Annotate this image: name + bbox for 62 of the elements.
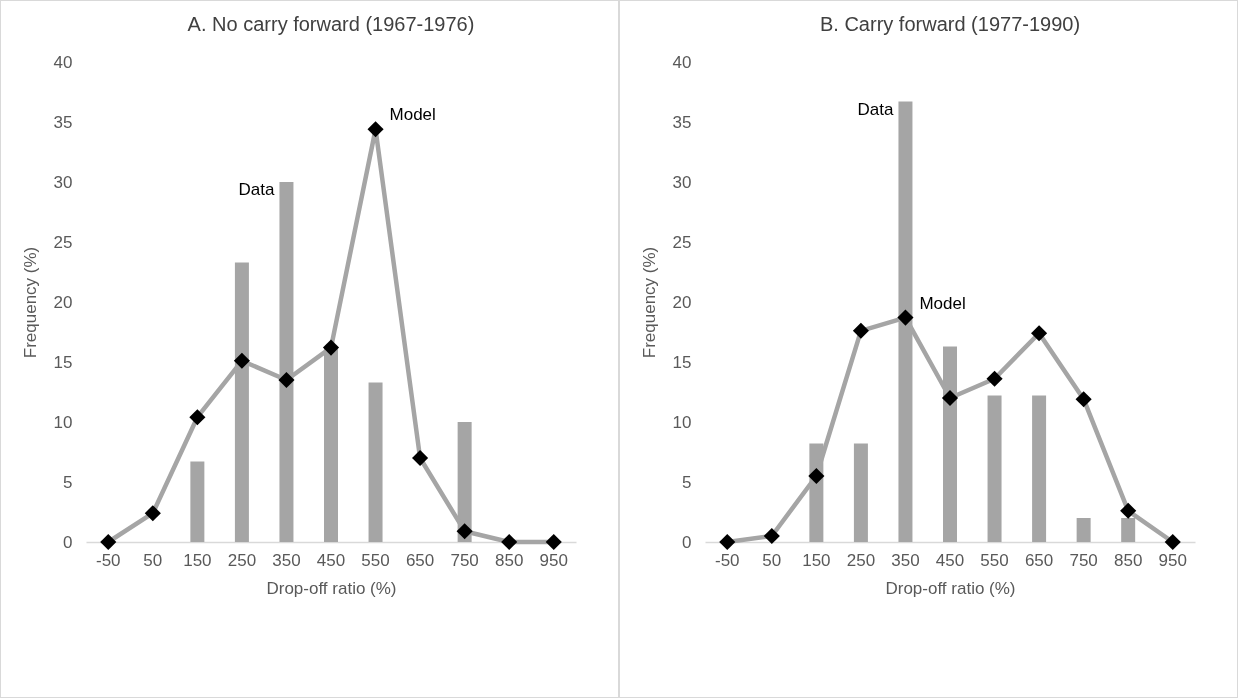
x-tick-label: 350	[272, 550, 301, 570]
y-tick-label: 10	[53, 412, 73, 432]
chart-title: A. No carry forward (1967-1976)	[187, 13, 475, 35]
x-tick-label: 750	[450, 550, 479, 570]
x-tick-label: 250	[846, 550, 876, 570]
bar	[457, 422, 472, 542]
bar	[853, 443, 868, 542]
x-tick-label: 950	[1158, 550, 1187, 570]
x-axis-title: Drop-off ratio (%)	[266, 578, 397, 598]
x-tick-label: 450	[935, 550, 965, 570]
bar	[1032, 395, 1047, 542]
y-axis-title: Frequency (%)	[20, 246, 40, 359]
x-tick-label: 650	[1024, 550, 1054, 570]
x-axis-title: Drop-off ratio (%)	[885, 578, 1016, 598]
x-tick-label: 150	[183, 550, 212, 570]
chart-title: B. Carry forward (1977-1990)	[819, 13, 1081, 35]
bar	[1121, 518, 1136, 542]
x-tick-label: 50	[762, 550, 782, 570]
bar	[368, 382, 383, 542]
x-tick-label: -50	[714, 550, 740, 570]
x-tick-label: 450	[316, 550, 346, 570]
y-tick-label: 25	[53, 232, 73, 252]
bar	[987, 395, 1002, 542]
y-tick-label: 15	[672, 352, 692, 372]
y-axis-title: Frequency (%)	[639, 246, 659, 359]
x-tick-label: 350	[891, 550, 920, 570]
x-tick-label: 550	[980, 550, 1009, 570]
y-tick-label: 15	[53, 352, 73, 372]
y-tick-label: 20	[53, 292, 73, 312]
y-tick-label: 5	[63, 472, 73, 492]
y-tick-label: 35	[53, 112, 73, 132]
series-label: Model	[389, 105, 436, 125]
y-tick-label: 30	[672, 172, 692, 192]
bar	[279, 182, 294, 542]
series-label: Data	[857, 99, 894, 119]
series-label: Model	[919, 293, 966, 313]
x-tick-label: 150	[802, 550, 831, 570]
x-tick-label: 850	[494, 550, 524, 570]
y-tick-label: 25	[672, 232, 692, 252]
x-tick-label: 50	[143, 550, 163, 570]
x-tick-label: 550	[361, 550, 390, 570]
bar	[324, 347, 338, 542]
bar	[190, 461, 205, 542]
y-tick-label: 40	[672, 52, 692, 72]
x-tick-label: 950	[539, 550, 568, 570]
bar	[234, 262, 249, 542]
y-tick-label: 5	[682, 472, 692, 492]
y-tick-label: 30	[53, 172, 73, 192]
x-tick-label: 850	[1113, 550, 1143, 570]
series-label: Data	[238, 180, 275, 199]
bar	[1076, 518, 1091, 542]
bar	[943, 346, 957, 542]
y-tick-label: 0	[682, 532, 692, 552]
y-tick-label: 20	[672, 292, 692, 312]
y-tick-label: 40	[53, 52, 73, 72]
y-tick-label: 10	[672, 412, 692, 432]
x-tick-label: 750	[1069, 550, 1098, 570]
y-tick-label: 0	[63, 532, 73, 552]
x-tick-label: -50	[95, 550, 121, 570]
x-tick-label: 250	[227, 550, 257, 570]
y-tick-label: 35	[672, 112, 692, 132]
x-tick-label: 650	[405, 550, 435, 570]
